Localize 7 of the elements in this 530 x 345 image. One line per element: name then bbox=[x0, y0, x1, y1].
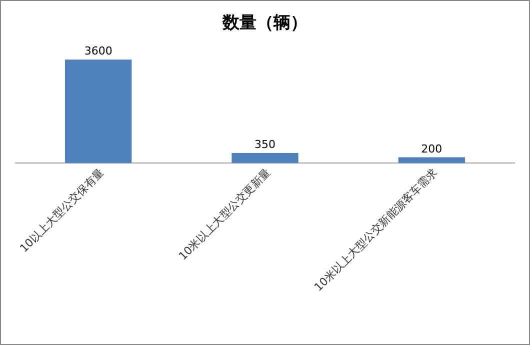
data-label: 3600 bbox=[84, 44, 112, 58]
x-tick-label: 10以上大型公交保有量 bbox=[17, 166, 106, 256]
data-label: 350 bbox=[254, 138, 276, 151]
data-label: 200 bbox=[421, 142, 442, 156]
x-tick-label: 10米以上大型公交新能源客车需求 bbox=[312, 166, 440, 294]
chart-title: 数量（辆） bbox=[222, 13, 308, 33]
x-tick-label: 10米以上大型公交更新量 bbox=[176, 166, 274, 263]
